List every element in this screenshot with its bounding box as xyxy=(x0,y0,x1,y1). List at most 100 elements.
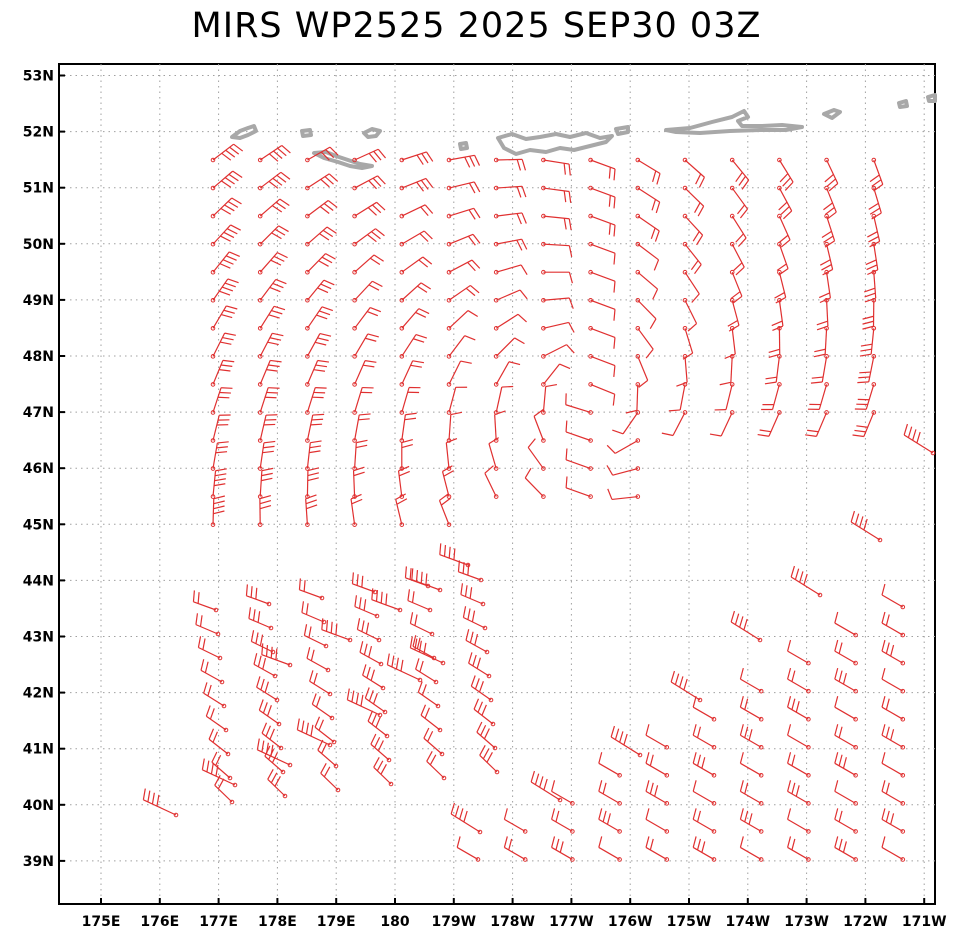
wind-barb xyxy=(881,583,906,610)
wind-barb xyxy=(881,752,906,778)
wind-barb xyxy=(635,185,661,214)
wind-barb xyxy=(668,382,688,412)
wind-barb xyxy=(607,488,641,501)
wind-barb xyxy=(661,410,688,437)
wind-barb xyxy=(446,310,479,331)
wind-barb xyxy=(210,143,244,163)
wind-barb xyxy=(692,696,717,722)
wind-barb xyxy=(210,441,229,471)
wind-barb xyxy=(257,414,278,443)
lat-label: 46N xyxy=(23,461,54,477)
wind-barb xyxy=(441,465,454,499)
wind-barb xyxy=(503,836,528,862)
wind-barb xyxy=(305,173,339,191)
wind-barb xyxy=(257,171,291,191)
wind-barb xyxy=(203,682,227,709)
wind-barb xyxy=(346,688,383,718)
lat-label: 40N xyxy=(23,798,54,814)
coastline-segment xyxy=(614,125,630,136)
wind-barb xyxy=(399,360,425,387)
wind-barb xyxy=(399,204,434,219)
wind-barb xyxy=(730,610,763,643)
wind-barb xyxy=(787,836,811,862)
wind-barb xyxy=(257,278,287,303)
wind-barb xyxy=(612,410,641,435)
wind-barb xyxy=(256,738,293,768)
wind-barb xyxy=(493,289,528,303)
wind-barb xyxy=(692,780,717,806)
coastline-segment xyxy=(458,141,469,151)
lat-label: 39N xyxy=(23,854,54,870)
wind-barb xyxy=(692,808,717,834)
wind-barb xyxy=(210,332,236,359)
wind-barb xyxy=(823,185,837,220)
wind-barb xyxy=(764,354,782,385)
wind-barb xyxy=(635,157,661,185)
wind-barb xyxy=(210,197,242,219)
wind-barb xyxy=(541,213,572,231)
lat-label: 52N xyxy=(23,125,54,141)
wind-barb xyxy=(859,326,877,357)
lon-label: 180 xyxy=(380,914,409,930)
lon-label: 179W xyxy=(431,914,476,930)
wind-barb xyxy=(468,652,492,679)
wind-barb xyxy=(296,718,333,748)
wind-barb xyxy=(352,201,386,219)
wind-barb xyxy=(820,241,834,276)
wind-barb xyxy=(412,635,437,661)
wind-barb xyxy=(881,611,906,638)
wind-barb xyxy=(493,185,527,198)
wind-barb xyxy=(446,386,468,415)
wind-barb xyxy=(399,230,433,247)
lon-label: 176E xyxy=(140,914,179,930)
wind-barb xyxy=(142,788,179,818)
lon-label: 173W xyxy=(784,914,829,930)
wind-barb xyxy=(305,359,330,387)
coastline-segment xyxy=(664,109,804,135)
wind-barb xyxy=(305,279,335,303)
wind-barb xyxy=(210,387,233,415)
lat-label: 43N xyxy=(23,630,54,646)
wind-barb xyxy=(635,297,657,329)
wind-barb xyxy=(777,185,793,220)
wind-barb xyxy=(588,354,616,377)
wind-barb xyxy=(810,354,829,384)
wind-barb xyxy=(635,213,660,242)
wind-barb xyxy=(533,409,546,443)
wind-barb xyxy=(714,382,735,411)
wind-barb xyxy=(465,629,490,655)
wind-barb xyxy=(415,658,439,685)
wind-barb xyxy=(257,440,276,471)
wind-barb xyxy=(298,578,325,601)
wind-barb xyxy=(606,465,641,476)
wind-barb xyxy=(352,148,387,163)
wind-barb xyxy=(201,758,238,788)
wind-barb xyxy=(305,253,336,275)
wind-barb xyxy=(635,354,649,388)
wind-barb xyxy=(588,269,616,293)
wind-barb xyxy=(739,696,764,722)
wind-barb xyxy=(309,670,333,697)
wind-barb xyxy=(670,670,703,703)
wind-barb xyxy=(739,808,764,834)
wind-barb xyxy=(610,725,643,758)
wind-barb xyxy=(787,696,811,722)
wind-barb xyxy=(598,780,622,806)
wind-barb xyxy=(258,699,282,727)
wind-barb xyxy=(787,752,811,778)
wind-barb xyxy=(426,751,447,781)
wind-barb xyxy=(473,698,496,727)
wind-barb xyxy=(399,308,430,331)
wind-barb xyxy=(807,382,829,410)
wind-barb xyxy=(257,252,288,275)
wind-barb xyxy=(210,170,243,191)
wind-barb xyxy=(373,757,394,787)
wind-barb xyxy=(305,332,332,359)
coastline-segment xyxy=(362,127,382,139)
wind-barb xyxy=(881,696,906,722)
wind-barb xyxy=(210,305,238,331)
wind-barb xyxy=(834,639,858,666)
wind-barb xyxy=(881,808,906,834)
wind-barb xyxy=(682,297,698,332)
wind-barb xyxy=(787,667,811,694)
